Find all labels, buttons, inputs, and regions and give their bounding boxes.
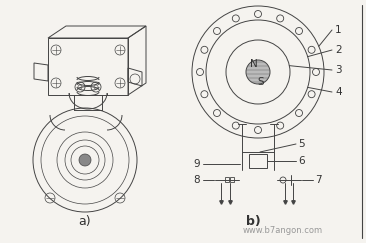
Text: 9: 9 [193, 159, 200, 169]
Text: 3: 3 [335, 65, 341, 75]
Text: S: S [258, 77, 264, 87]
Text: 5: 5 [298, 139, 305, 149]
Text: 2: 2 [335, 45, 341, 55]
Circle shape [246, 60, 270, 84]
Text: N: N [250, 59, 258, 69]
Text: 8: 8 [193, 175, 200, 185]
Text: b): b) [246, 215, 260, 228]
Text: 4: 4 [335, 87, 341, 97]
Bar [230, 177, 234, 182]
Text: 7: 7 [315, 175, 322, 185]
Circle shape [79, 154, 91, 166]
Text: www.b7angon.com: www.b7angon.com [243, 226, 323, 235]
Text: a): a) [79, 215, 91, 228]
Text: 1: 1 [335, 25, 341, 35]
Bar [225, 177, 229, 182]
Text: 6: 6 [298, 156, 305, 166]
Bar [249, 154, 267, 168]
